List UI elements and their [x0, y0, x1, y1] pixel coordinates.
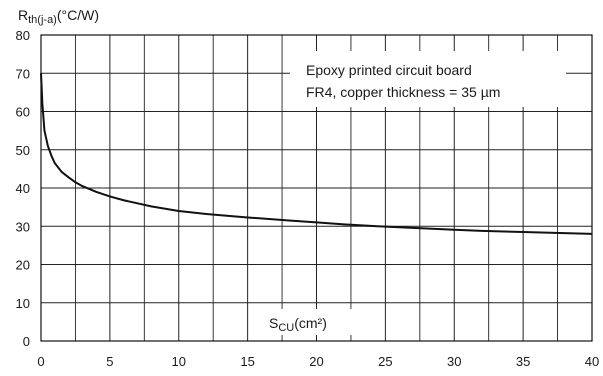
x-axis-label-main: S — [269, 315, 278, 331]
annotation-line-1: Epoxy printed circuit board — [306, 62, 472, 78]
y-tick-label: 50 — [16, 143, 30, 158]
x-tick-label: 20 — [309, 354, 323, 369]
x-tick-label: 5 — [106, 354, 113, 369]
y-tick-label: 60 — [16, 105, 30, 120]
x-axis-label-unit: (cm²) — [294, 315, 327, 331]
x-tick-label: 15 — [240, 354, 254, 369]
x-tick-label: 35 — [516, 354, 530, 369]
y-axis-label-unit: (°C/W) — [57, 7, 99, 23]
annotation-box — [290, 51, 566, 107]
y-tick-label: 0 — [23, 334, 30, 349]
y-axis-label-main: R — [18, 7, 28, 23]
x-tick-label: 25 — [378, 354, 392, 369]
x-tick-labels: 0 5 10 15 20 25 30 35 40 — [37, 354, 599, 369]
y-tick-label: 40 — [16, 181, 30, 196]
x-tick-label: 0 — [37, 354, 44, 369]
y-tick-label: 70 — [16, 66, 30, 81]
x-axis-label: SCU(cm²) — [269, 315, 327, 334]
x-axis-label-box — [254, 309, 380, 335]
y-tick-labels: 0 10 20 30 40 50 60 70 80 — [16, 28, 30, 349]
y-tick-label: 20 — [16, 258, 30, 273]
x-axis-label-subscript: CU — [278, 322, 294, 334]
x-tick-label: 40 — [585, 354, 599, 369]
y-axis-label-subscript: th(j-a) — [28, 14, 57, 26]
y-tick-label: 30 — [16, 219, 30, 234]
x-tick-label: 10 — [172, 354, 186, 369]
x-tick-label: 30 — [447, 354, 461, 369]
y-axis-label: Rth(j-a)(°C/W) — [18, 7, 99, 26]
annotation-line-2: FR4, copper thickness = 35 µm — [306, 84, 500, 100]
plot-frame — [40, 34, 593, 342]
y-tick-label: 80 — [16, 28, 30, 43]
y-tick-label: 10 — [16, 296, 30, 311]
series-line — [40, 73, 593, 235]
